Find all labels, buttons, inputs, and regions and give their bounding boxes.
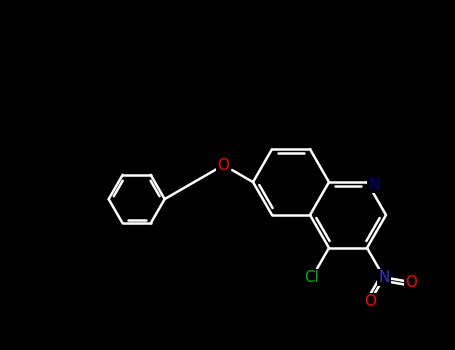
Text: N: N — [368, 177, 379, 191]
Text: O: O — [405, 275, 418, 290]
Text: N: N — [378, 270, 389, 285]
Text: O: O — [217, 158, 230, 173]
Text: Cl: Cl — [304, 270, 319, 285]
Text: O: O — [364, 294, 376, 309]
